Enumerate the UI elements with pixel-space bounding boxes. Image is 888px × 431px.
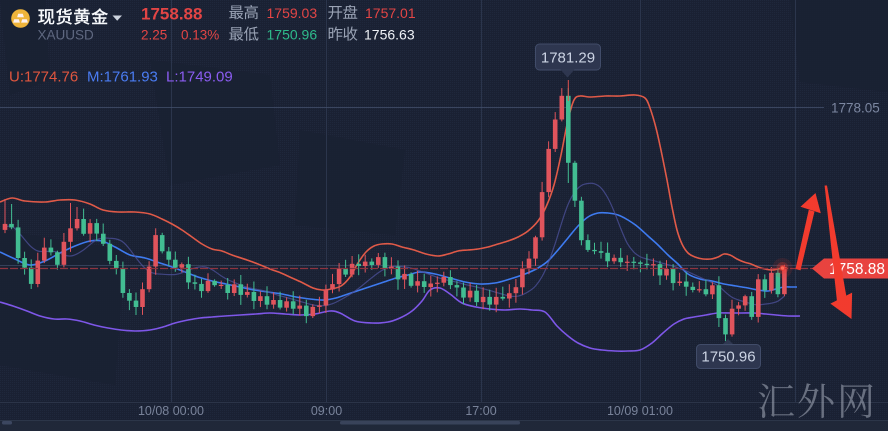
svg-text:1778.05: 1778.05	[831, 101, 880, 116]
svg-text:17:00: 17:00	[465, 404, 496, 418]
svg-text:XAUUSD: XAUUSD	[38, 28, 95, 43]
svg-text:L:1749.09: L:1749.09	[166, 69, 233, 86]
svg-text:09:00: 09:00	[311, 404, 342, 418]
svg-text:M:1761.93: M:1761.93	[87, 69, 158, 86]
svg-text:1781.29: 1781.29	[541, 50, 595, 67]
svg-text:1757.01: 1757.01	[365, 5, 416, 21]
svg-text:1750.96: 1750.96	[701, 349, 755, 366]
svg-text:1756.63: 1756.63	[364, 27, 415, 43]
svg-text:10/08 00:00: 10/08 00:00	[138, 404, 204, 418]
svg-text:1759.03: 1759.03	[267, 5, 318, 21]
svg-text:0.13%: 0.13%	[181, 28, 219, 43]
svg-text:2.25: 2.25	[141, 28, 167, 43]
svg-text:1758.88: 1758.88	[829, 261, 885, 278]
svg-text:10/09 01:00: 10/09 01:00	[607, 404, 673, 418]
svg-text:1758.88: 1758.88	[141, 5, 202, 24]
svg-text:1750.96: 1750.96	[267, 27, 318, 43]
svg-text:U:1774.76: U:1774.76	[9, 69, 78, 86]
